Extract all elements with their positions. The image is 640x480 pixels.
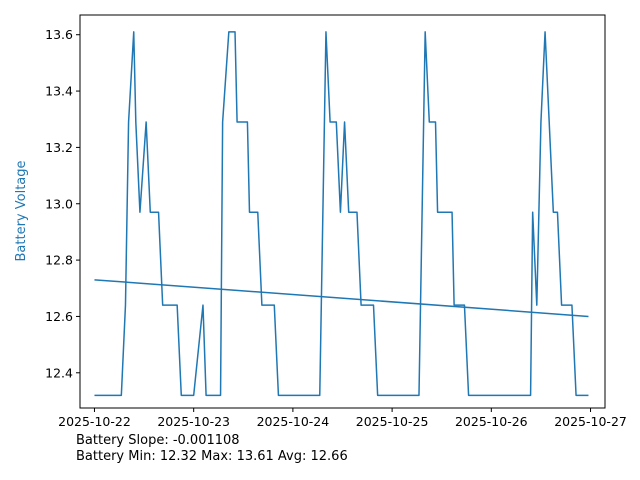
y-tick-label: 12.4 <box>45 365 73 380</box>
x-tick-label: 2025-10-24 <box>257 414 330 429</box>
x-tick-label: 2025-10-26 <box>455 414 528 429</box>
series-line-1 <box>94 31 589 397</box>
x-tick-label: 2025-10-22 <box>58 414 131 429</box>
y-tick-label: 13.6 <box>45 27 73 42</box>
x-tick-label: 2025-10-27 <box>554 414 627 429</box>
y-tick-label: 13.2 <box>45 140 73 155</box>
x-tick-label: 2025-10-23 <box>157 414 230 429</box>
battery-slope-text: Battery Slope: -0.001108 <box>76 433 240 448</box>
plot-area-frame <box>79 14 606 409</box>
x-tick-label: 2025-10-25 <box>356 414 429 429</box>
y-tick-label: 12.6 <box>45 309 73 324</box>
y-tick-label: 13.4 <box>45 84 73 99</box>
y-axis-label: Battery Voltage <box>14 160 29 261</box>
y-tick-label: 13.0 <box>45 196 73 211</box>
series-line-2 <box>94 279 589 318</box>
battery-stats-text: Battery Min: 12.32 Max: 13.61 Avg: 12.66 <box>76 449 348 464</box>
y-tick-label: 12.8 <box>45 253 73 268</box>
